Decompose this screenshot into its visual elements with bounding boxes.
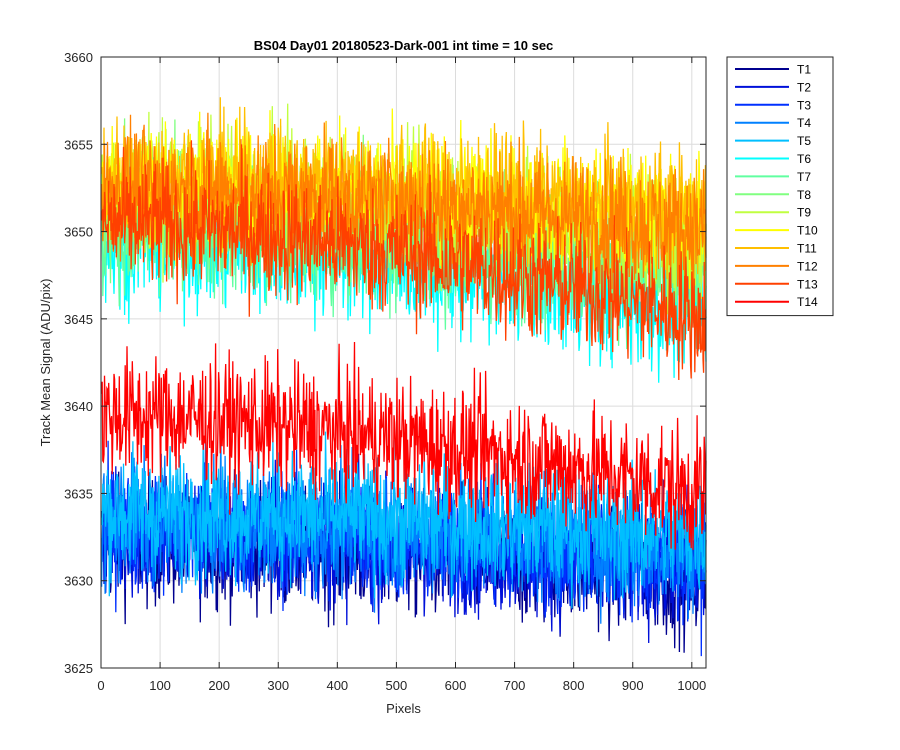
x-tick-label: 800 bbox=[563, 678, 585, 693]
series-line-t13 bbox=[100, 140, 707, 381]
x-tick-label: 0 bbox=[97, 678, 104, 693]
legend-label-t7: T7 bbox=[797, 170, 811, 184]
y-axis-label: Track Mean Signal (ADU/pix) bbox=[38, 279, 53, 447]
y-tick-label: 3655 bbox=[64, 137, 93, 152]
series-line-t5 bbox=[100, 431, 707, 609]
legend-label-t1: T1 bbox=[797, 63, 811, 77]
legend-label-t10: T10 bbox=[797, 224, 818, 238]
y-tick-label: 3650 bbox=[64, 225, 93, 240]
legend-label-t9: T9 bbox=[797, 206, 811, 220]
legend-label-t11: T11 bbox=[797, 242, 817, 256]
legend-label-t2: T2 bbox=[797, 80, 811, 94]
legend-label-t8: T8 bbox=[797, 188, 811, 202]
chart-title: BS04 Day01 20180523-Dark-001 int time = … bbox=[254, 38, 554, 53]
series-lines bbox=[100, 97, 707, 657]
y-tick-label: 3625 bbox=[64, 661, 93, 676]
legend: T1 T2 T3 T4 T5 T6 T7 T8 T9 T10 T11 T12 T13 T14 bbox=[726, 56, 834, 317]
axis-ticks: 0 100 200 300 400 500 600 700 800 900 1000 3625 3630… bbox=[64, 50, 706, 693]
x-tick-label: 1000 bbox=[677, 678, 706, 693]
y-tick-label: 3630 bbox=[64, 574, 93, 589]
legend-label-t3: T3 bbox=[797, 98, 811, 112]
series-line-t14 bbox=[100, 341, 707, 550]
x-tick-label: 900 bbox=[622, 678, 644, 693]
legend-label-t5: T5 bbox=[797, 134, 811, 148]
legend-label-t14: T14 bbox=[797, 295, 818, 309]
x-tick-label: 100 bbox=[149, 678, 171, 693]
x-tick-label: 600 bbox=[445, 678, 467, 693]
legend-box bbox=[726, 56, 834, 317]
x-tick-label: 700 bbox=[504, 678, 526, 693]
axes-box bbox=[100, 56, 707, 669]
y-tick-label: 3640 bbox=[64, 399, 93, 414]
legend-label-t12: T12 bbox=[797, 259, 818, 273]
x-axis-label: Pixels bbox=[386, 701, 421, 716]
x-tick-label: 500 bbox=[386, 678, 408, 693]
x-tick-label: 200 bbox=[208, 678, 230, 693]
x-tick-label: 300 bbox=[267, 678, 289, 693]
y-tick-label: 3635 bbox=[64, 486, 93, 501]
legend-label-t13: T13 bbox=[797, 277, 818, 291]
legend-label-t4: T4 bbox=[797, 116, 811, 130]
legend-label-t6: T6 bbox=[797, 152, 811, 166]
x-tick-label: 400 bbox=[326, 678, 348, 693]
y-tick-label: 3645 bbox=[64, 312, 93, 327]
y-tick-label: 3660 bbox=[64, 50, 93, 65]
